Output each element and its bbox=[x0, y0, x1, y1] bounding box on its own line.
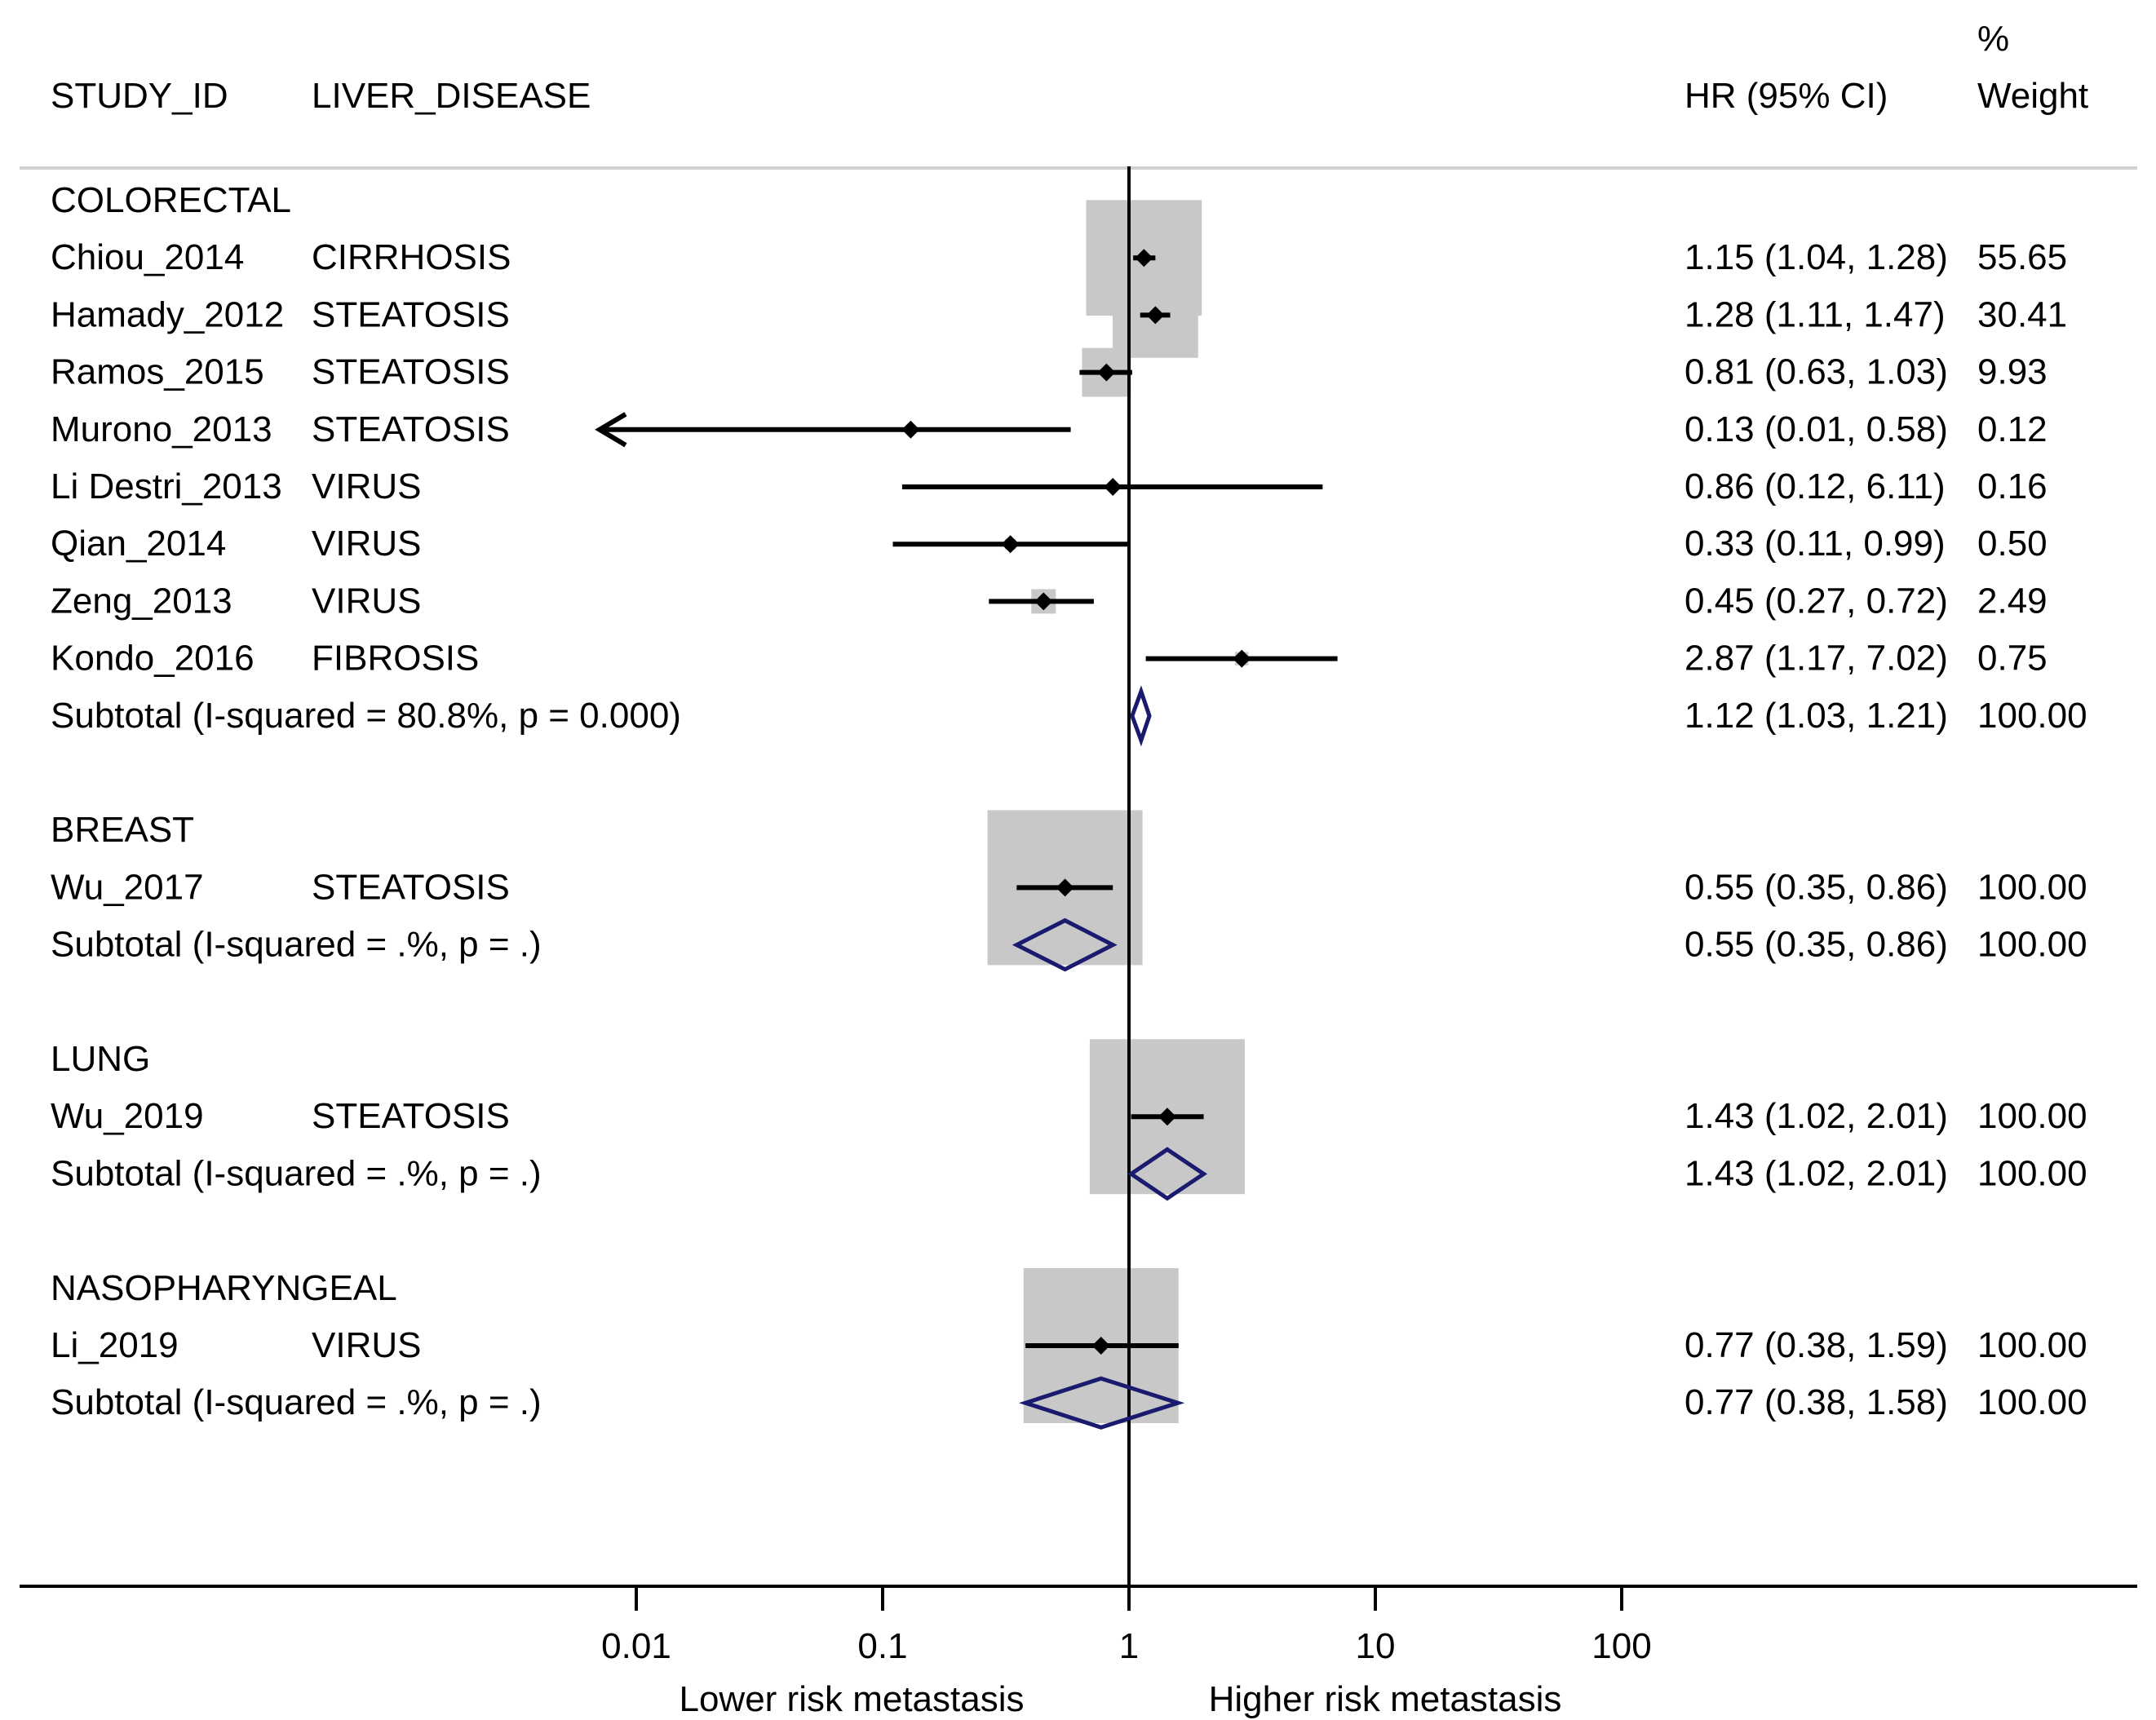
point-estimate-ramos-2015 bbox=[1097, 363, 1116, 382]
disease-label-li-destri-2013: VIRUS bbox=[312, 466, 421, 506]
subtotal-weight-text-colorectal: 100.00 bbox=[1977, 696, 2087, 736]
disease-label-wu-2017: STEATOSIS bbox=[312, 867, 510, 907]
disease-label-murono-2013: STEATOSIS bbox=[312, 409, 510, 449]
hr-ci-text-wu-2019: 1.43 (1.02, 2.01) bbox=[1685, 1096, 1948, 1136]
subtotal-hr-ci-text-lung: 1.43 (1.02, 2.01) bbox=[1685, 1153, 1948, 1193]
point-estimate-kondo-2016 bbox=[1233, 649, 1251, 668]
point-estimate-li-destri-2013 bbox=[1104, 478, 1122, 496]
ci-arrow-murono-2013 bbox=[595, 412, 627, 448]
study-label-kondo-2016: Kondo_2016 bbox=[51, 639, 255, 679]
hr-ci-text-hamady-2012: 1.28 (1.11, 1.47) bbox=[1685, 294, 1946, 334]
point-estimate-wu-2019 bbox=[1158, 1108, 1176, 1126]
weight-text-wu-2019: 100.00 bbox=[1977, 1096, 2087, 1136]
study-label-chiou-2014: Chiou_2014 bbox=[51, 237, 244, 277]
header-weight-percent: % bbox=[1977, 19, 2009, 59]
point-estimate-chiou-2014 bbox=[1135, 249, 1153, 268]
hr-ci-text-ramos-2015: 0.81 (0.63, 1.03) bbox=[1685, 352, 1948, 392]
point-estimate-li-2019 bbox=[1091, 1337, 1110, 1355]
subtotal-diamond-lung bbox=[1127, 1147, 1208, 1201]
disease-label-qian-2014: VIRUS bbox=[312, 524, 421, 564]
point-estimate-wu-2017 bbox=[1056, 878, 1074, 897]
hr-ci-text-li-destri-2013: 0.86 (0.12, 6.11) bbox=[1685, 466, 1946, 506]
group-label-nasopharyngeal: NASOPHARYNGEAL bbox=[51, 1268, 397, 1308]
subtotal-hr-ci-text-nasopharyngeal: 0.77 (0.38, 1.58) bbox=[1685, 1382, 1948, 1422]
x-tick-label-1: 1 bbox=[1119, 1626, 1139, 1666]
disease-label-hamady-2012: STEATOSIS bbox=[312, 294, 510, 334]
subtotal-weight-text-nasopharyngeal: 100.00 bbox=[1977, 1382, 2087, 1422]
study-label-hamady-2012: Hamady_2012 bbox=[51, 294, 284, 334]
subtotal-label-colorectal: Subtotal (I-squared = 80.8%, p = 0.000) bbox=[51, 696, 681, 736]
study-marks bbox=[595, 249, 1338, 1430]
hr-ci-text-zeng-2013: 0.45 (0.27, 0.72) bbox=[1685, 581, 1948, 621]
weight-text-hamady-2012: 30.41 bbox=[1977, 294, 2067, 334]
study-rows: COLORECTAL Chiou_2014 CIRRHOSIS 1.15 (1.04,… bbox=[51, 180, 2087, 1422]
subtotal-diamond-colorectal bbox=[1130, 685, 1152, 747]
x-axis-label-lower-risk: Lower risk metastasis bbox=[679, 1679, 1024, 1719]
table-header: STUDY_ID LIVER_DISEASE HR (95% CI) % Wei… bbox=[20, 19, 2137, 170]
header-study-id: STUDY_ID bbox=[51, 76, 228, 116]
study-label-li-2019: Li_2019 bbox=[51, 1325, 179, 1365]
disease-label-chiou-2014: CIRRHOSIS bbox=[312, 237, 511, 277]
disease-label-ramos-2015: STEATOSIS bbox=[312, 352, 510, 392]
weight-text-li-2019: 100.00 bbox=[1977, 1325, 2087, 1365]
study-label-li-destri-2013: Li Destri_2013 bbox=[51, 466, 282, 506]
weight-text-ramos-2015: 9.93 bbox=[1977, 352, 2048, 392]
study-label-murono-2013: Murono_2013 bbox=[51, 409, 272, 449]
x-axis: Lower risk metastasis Higher risk metast… bbox=[20, 1585, 2137, 1719]
point-estimate-hamady-2012 bbox=[1146, 306, 1165, 325]
disease-label-li-2019: VIRUS bbox=[312, 1325, 421, 1365]
hr-ci-text-wu-2017: 0.55 (0.35, 0.86) bbox=[1685, 867, 1948, 907]
weight-text-kondo-2016: 0.75 bbox=[1977, 639, 2048, 679]
weight-text-murono-2013: 0.12 bbox=[1977, 409, 2048, 449]
disease-label-zeng-2013: VIRUS bbox=[312, 581, 421, 621]
study-label-wu-2017: Wu_2017 bbox=[51, 867, 204, 907]
weight-text-zeng-2013: 2.49 bbox=[1977, 581, 2048, 621]
subtotal-label-nasopharyngeal: Subtotal (I-squared = .%, p = .) bbox=[51, 1382, 542, 1422]
weight-boxes bbox=[908, 200, 1249, 1423]
weight-text-chiou-2014: 55.65 bbox=[1977, 237, 2067, 277]
hr-ci-text-li-2019: 0.77 (0.38, 1.59) bbox=[1685, 1325, 1948, 1365]
subtotal-hr-ci-text-breast: 0.55 (0.35, 0.86) bbox=[1685, 925, 1948, 965]
weight-text-wu-2017: 100.00 bbox=[1977, 867, 2087, 907]
study-label-wu-2019: Wu_2019 bbox=[51, 1096, 204, 1136]
group-label-breast: BREAST bbox=[51, 810, 194, 850]
study-label-qian-2014: Qian_2014 bbox=[51, 524, 226, 564]
subtotal-weight-text-lung: 100.00 bbox=[1977, 1153, 2087, 1193]
header-hr-ci: HR (95% CI) bbox=[1685, 76, 1888, 116]
subtotal-label-breast: Subtotal (I-squared = .%, p = .) bbox=[51, 925, 542, 965]
subtotal-weight-text-breast: 100.00 bbox=[1977, 925, 2087, 965]
disease-label-kondo-2016: FIBROSIS bbox=[312, 639, 479, 679]
hr-ci-text-kondo-2016: 2.87 (1.17, 7.02) bbox=[1685, 639, 1948, 679]
point-estimate-zeng-2013 bbox=[1034, 592, 1053, 611]
group-label-colorectal: COLORECTAL bbox=[51, 180, 291, 220]
hr-ci-text-qian-2014: 0.33 (0.11, 0.99) bbox=[1685, 524, 1946, 564]
subtotal-hr-ci-text-colorectal: 1.12 (1.03, 1.21) bbox=[1685, 696, 1948, 736]
x-tick-label-0-01: 0.01 bbox=[601, 1626, 671, 1666]
weight-text-li-destri-2013: 0.16 bbox=[1977, 466, 2048, 506]
header-weight: Weight bbox=[1977, 76, 2088, 116]
weight-text-qian-2014: 0.50 bbox=[1977, 524, 2048, 564]
study-label-ramos-2015: Ramos_2015 bbox=[51, 352, 264, 392]
x-tick-label-0-1: 0.1 bbox=[857, 1626, 907, 1666]
x-axis-label-higher-risk: Higher risk metastasis bbox=[1209, 1679, 1562, 1719]
x-tick-label-100: 100 bbox=[1592, 1626, 1651, 1666]
group-label-lung: LUNG bbox=[51, 1039, 150, 1079]
point-estimate-murono-2013 bbox=[901, 420, 920, 439]
disease-label-wu-2019: STEATOSIS bbox=[312, 1096, 510, 1136]
x-tick-label-10: 10 bbox=[1356, 1626, 1396, 1666]
subtotal-diamond-breast bbox=[1012, 917, 1118, 972]
subtotal-diamond-nasopharyngeal bbox=[1018, 1376, 1185, 1430]
point-estimate-qian-2014 bbox=[1001, 535, 1020, 554]
study-label-zeng-2013: Zeng_2013 bbox=[51, 581, 232, 621]
hr-ci-text-chiou-2014: 1.15 (1.04, 1.28) bbox=[1685, 237, 1948, 277]
hr-ci-text-murono-2013: 0.13 (0.01, 0.58) bbox=[1685, 409, 1948, 449]
header-liver-disease: LIVER_DISEASE bbox=[312, 76, 591, 116]
subtotal-label-lung: Subtotal (I-squared = .%, p = .) bbox=[51, 1153, 542, 1193]
